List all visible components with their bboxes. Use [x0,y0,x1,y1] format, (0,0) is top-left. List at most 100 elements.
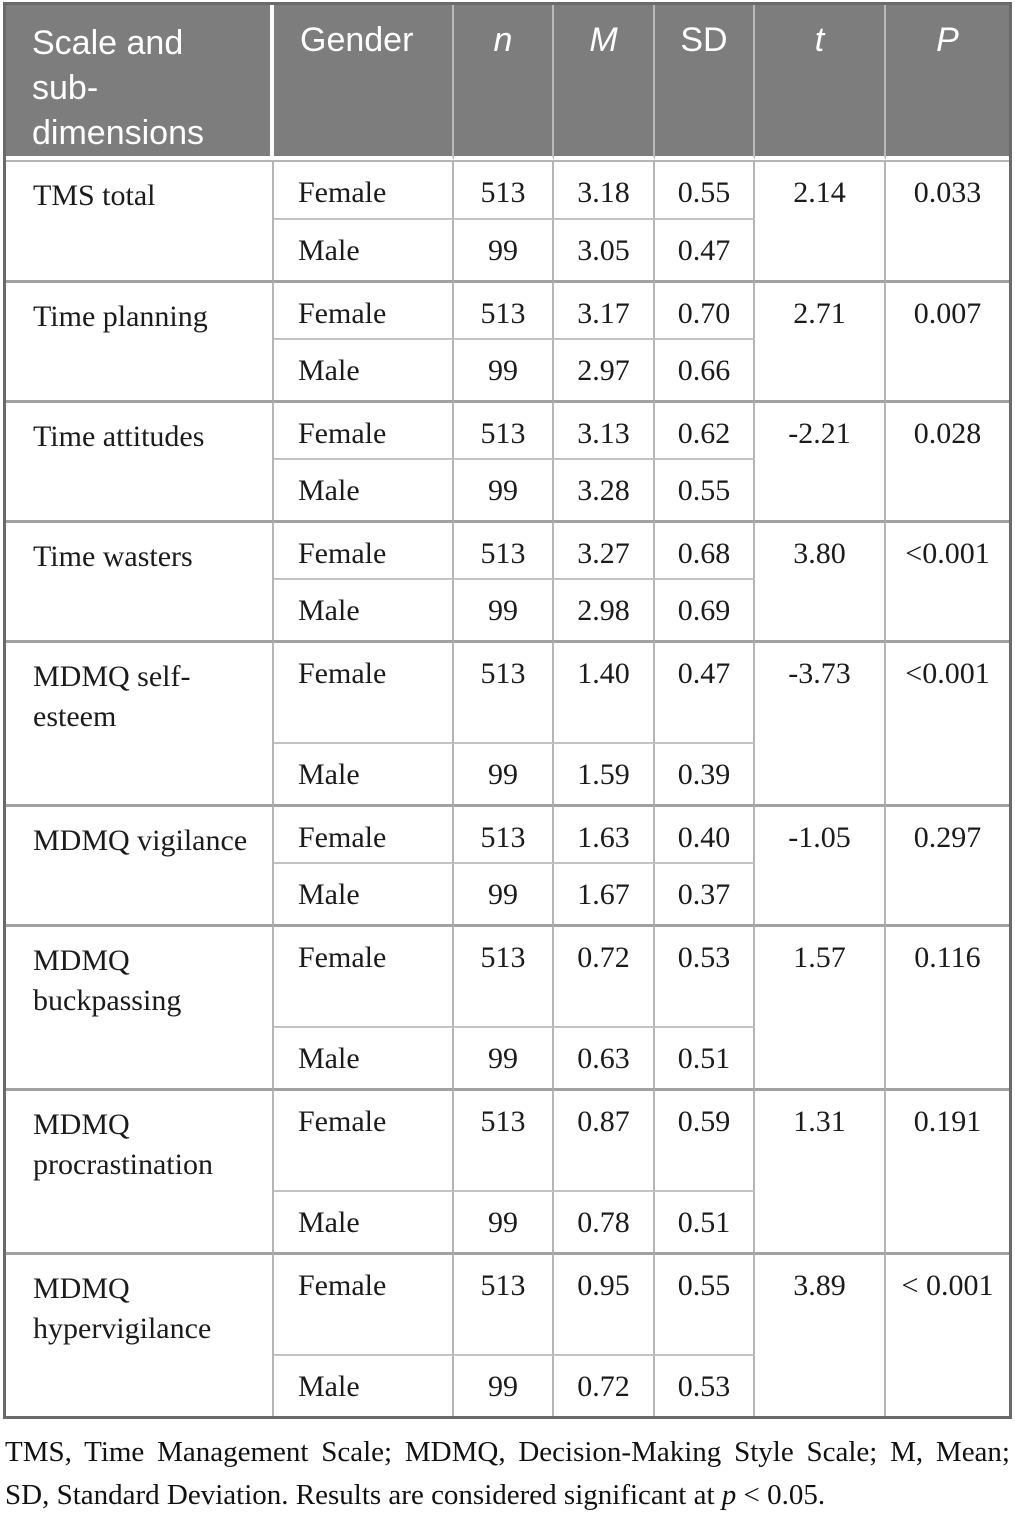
p-value-cell: 0.007 [886,279,1009,400]
table-row-female: MDMQ vigilance Female 513 1.63 0.40 -1.0… [6,803,1009,924]
sd-cell: 0.55 [655,159,755,220]
gender-cell: Male [274,459,454,520]
gender-cell: Female [274,639,454,744]
m-cell: 2.98 [554,579,655,640]
m-cell: 1.40 [554,639,655,744]
n-cell: 99 [454,863,554,924]
table-row-male: Male 99 0.72 0.53 [6,1355,1009,1416]
column-header-t: t [755,5,886,160]
sd-cell: 0.39 [655,743,755,804]
t-value-cell: 3.89 [755,1251,886,1416]
scale-label-cell: MDMQ self-esteem [6,639,274,804]
scale-label: MDMQ hypervigilance [33,1271,212,1346]
m-cell: 3.13 [554,399,655,460]
scale-label-cell: TMS total [6,159,274,280]
t-value-cell: -1.05 [755,803,886,924]
gender-cell: Male [274,1191,454,1252]
scale-label: TMS total [33,178,156,212]
gender-cell: Female [274,519,454,580]
scale-label: MDMQ procrastination [33,1107,213,1182]
n-cell: 99 [454,459,554,520]
t-value-cell: 1.31 [755,1087,886,1252]
footnote-text-2: < 0.05. [736,1479,826,1512]
sd-cell: 0.51 [655,1191,755,1252]
footnote-p-symbol: p [721,1479,737,1512]
table-row-male: Male 99 0.63 0.51 [6,1027,1009,1088]
n-cell: 99 [454,339,554,400]
table-row-male: Male 99 3.05 0.47 [6,219,1009,280]
scale-label: Time wasters [33,539,193,573]
n-cell: 513 [454,279,554,340]
m-cell: 0.72 [554,923,655,1028]
table-row-male: Male 99 1.67 0.37 [6,863,1009,924]
m-cell: 3.17 [554,279,655,340]
sd-cell: 0.51 [655,1027,755,1088]
table-header: Scale and sub-dimensions Gender n M SD t… [6,5,1009,160]
sd-cell: 0.68 [655,519,755,580]
table-row-male: Male 99 3.28 0.55 [6,459,1009,520]
sd-cell: 0.37 [655,863,755,924]
scale-label-cell: MDMQ buckpassing [6,923,274,1088]
n-cell: 99 [454,1027,554,1088]
scale-label: MDMQ self-esteem [33,659,191,734]
scale-label: MDMQ vigilance [33,823,248,857]
m-cell: 1.63 [554,803,655,864]
column-header-m: M [554,5,655,160]
m-cell: 0.72 [554,1355,655,1416]
stats-table: Scale and sub-dimensions Gender n M SD t… [3,2,1012,1419]
m-cell: 1.67 [554,863,655,924]
column-header-p: P [886,5,1009,160]
sd-cell: 0.47 [655,219,755,280]
n-cell: 513 [454,399,554,460]
p-value-cell: 0.116 [886,923,1009,1088]
sd-cell: 0.66 [655,339,755,400]
n-cell: 99 [454,579,554,640]
table-row-male: Male 99 2.97 0.66 [6,339,1009,400]
m-cell: 3.05 [554,219,655,280]
table-row-female: MDMQ hypervigilance Female 513 0.95 0.55… [6,1251,1009,1416]
sd-cell: 0.69 [655,579,755,640]
t-value-cell: 2.71 [755,279,886,400]
scale-label-cell: Time planning [6,279,274,400]
gender-cell: Male [274,339,454,400]
scale-label-cell: MDMQ procrastination [6,1087,274,1252]
m-cell: 0.63 [554,1027,655,1088]
t-value-cell: 1.57 [755,923,886,1088]
n-cell: 513 [454,1087,554,1192]
column-header-n: n [454,5,554,160]
sd-cell: 0.53 [655,1355,755,1416]
t-value-cell: -3.73 [755,639,886,804]
n-cell: 513 [454,519,554,580]
gender-cell: Male [274,863,454,924]
sd-cell: 0.62 [655,399,755,460]
t-value-cell: 2.14 [755,159,886,280]
n-cell: 99 [454,743,554,804]
sd-cell: 0.47 [655,639,755,744]
n-cell: 513 [454,803,554,864]
gender-cell: Male [274,1355,454,1416]
table-row-female: MDMQ self-esteem Female 513 1.40 0.47 -3… [6,639,1009,804]
gender-cell: Female [274,1087,454,1192]
scale-label: MDMQ buckpassing [33,943,182,1018]
n-cell: 99 [454,1191,554,1252]
m-cell: 0.78 [554,1191,655,1252]
scale-label-cell: MDMQ vigilance [6,803,274,924]
table-row-male: Male 99 0.78 0.51 [6,1191,1009,1252]
sd-cell: 0.70 [655,279,755,340]
n-cell: 513 [454,1251,554,1356]
gender-cell: Female [274,399,454,460]
p-value-cell: 0.028 [886,399,1009,520]
m-cell: 3.18 [554,159,655,220]
gender-cell: Female [274,279,454,340]
column-header-sd: SD [655,5,755,160]
m-cell: 2.97 [554,339,655,400]
table-row-female: MDMQ buckpassing Female 513 0.72 0.53 1.… [6,923,1009,1088]
gender-cell: Male [274,579,454,640]
gender-cell: Female [274,803,454,864]
n-cell: 99 [454,1355,554,1416]
sd-cell: 0.59 [655,1087,755,1192]
gender-cell: Male [274,219,454,280]
scale-label: Time planning [33,299,208,333]
column-header-gender: Gender [274,5,454,160]
